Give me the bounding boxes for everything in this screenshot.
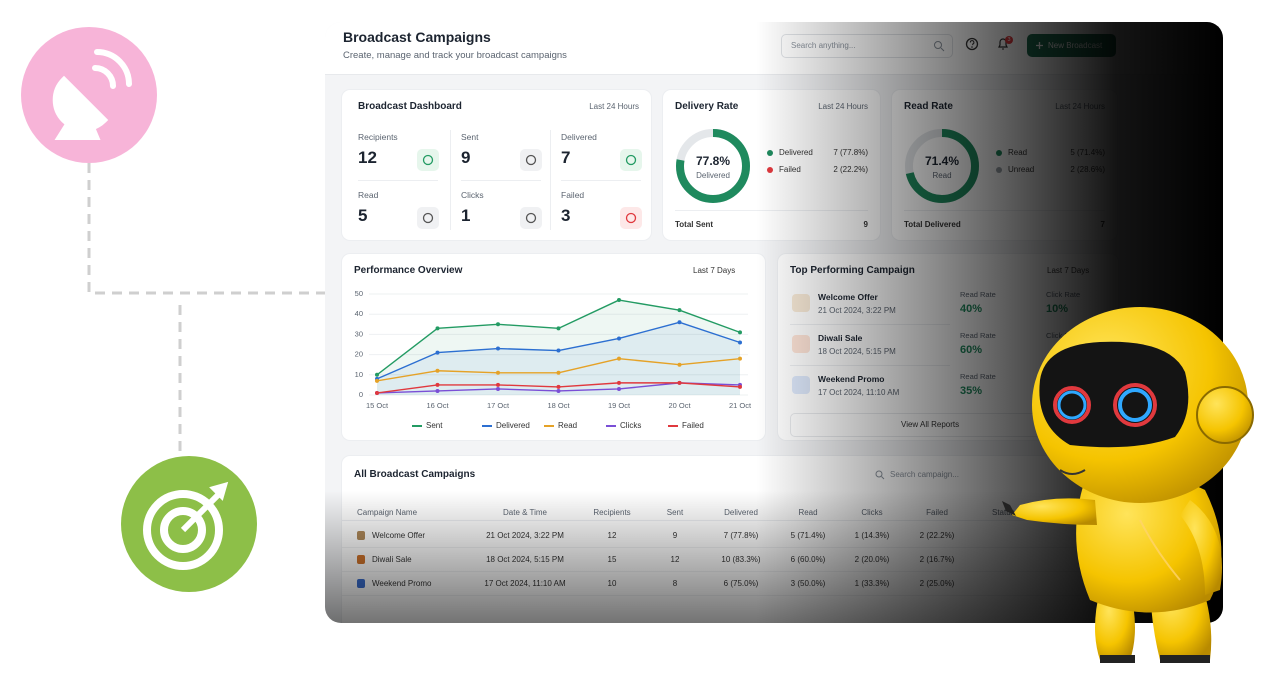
target-icon (143, 481, 229, 570)
satellite-icon (52, 49, 132, 140)
dashed-connector (87, 163, 325, 455)
robot (1002, 307, 1254, 663)
